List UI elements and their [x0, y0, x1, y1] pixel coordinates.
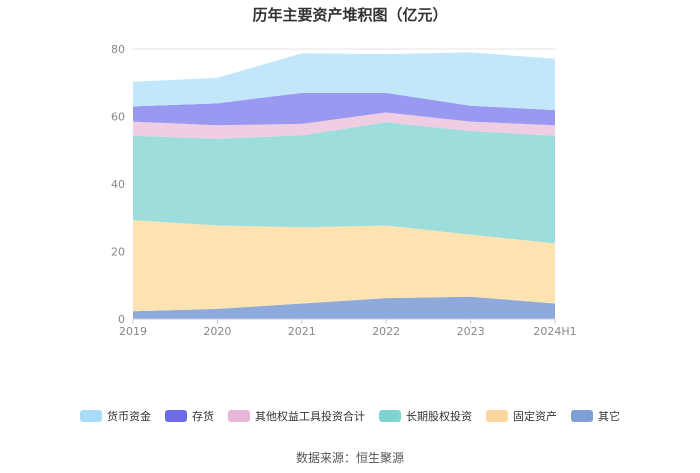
legend-item[interactable]: 固定资产: [486, 408, 557, 424]
x-tick-label: 2023: [457, 325, 485, 338]
x-tick-label: 2022: [372, 325, 400, 338]
stacked-area-chart: 0 20 40 60 80 2019 2020 2021 2022 2023 2024H1: [111, 43, 577, 338]
y-tick-label: 80: [111, 43, 125, 56]
legend-swatch: [165, 410, 187, 422]
y-tick-label: 60: [111, 111, 125, 124]
legend-swatch: [379, 410, 401, 422]
area-series-3: [133, 112, 555, 139]
chart-title: 历年主要资产堆积图（亿元）: [252, 6, 448, 24]
x-tick-label: 2019: [119, 325, 147, 338]
area-series-0: [133, 296, 555, 319]
legend-label: 其它: [598, 410, 620, 423]
area-series-2: [133, 122, 555, 244]
data-source: 数据来源：恒生聚源: [295, 451, 404, 465]
y-tick-label: 20: [111, 246, 125, 259]
legend-item[interactable]: 长期股权投资: [379, 408, 472, 424]
y-tick-label: 0: [118, 313, 125, 326]
legend-label: 长期股权投资: [406, 410, 472, 423]
legend-item[interactable]: 货币资金: [80, 408, 151, 424]
legend-swatch: [486, 410, 508, 422]
area-series-5: [133, 52, 555, 111]
legend-swatch: [228, 410, 250, 422]
legend-item[interactable]: 其它: [571, 408, 620, 424]
legend-item[interactable]: 其他权益工具投资合计: [228, 408, 365, 424]
x-tick-label: 2021: [288, 325, 316, 338]
legend-label: 存货: [192, 410, 214, 423]
y-tick-label: 40: [111, 178, 125, 191]
x-tick-label: 2024H1: [533, 325, 576, 338]
area-series-4: [133, 92, 555, 126]
legend-swatch: [80, 410, 102, 422]
legend-label: 固定资产: [513, 410, 557, 423]
legend-item[interactable]: 存货: [165, 408, 214, 424]
legend-label: 其他权益工具投资合计: [255, 410, 365, 423]
area-series-1: [133, 220, 555, 312]
legend-label: 货币资金: [107, 410, 151, 423]
x-tick-label: 2020: [203, 325, 231, 338]
legend-swatch: [571, 410, 593, 422]
chart-legend: 货币资金 存货 其他权益工具投资合计 长期股权投资 固定资产 其它: [0, 408, 700, 424]
